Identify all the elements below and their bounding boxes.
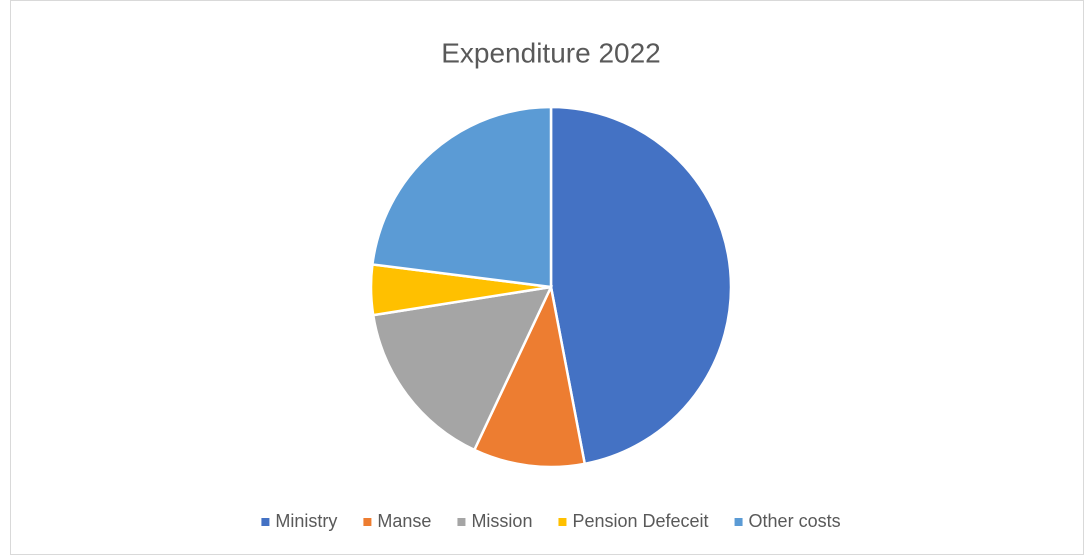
chart-title: Expenditure 2022 [441,37,661,68]
legend-swatch [558,518,567,526]
legend-label: Ministry [275,511,337,531]
legend-label: Mission [471,511,532,531]
pie-slice [371,285,554,452]
legend-label: Pension Defeceit [572,511,708,531]
legend-swatch [261,518,270,526]
legend-swatch [457,518,466,526]
legend-label: Other costs [749,511,841,531]
pie-slice [472,282,587,469]
legend-swatch [734,518,743,526]
pie-slice [549,105,733,466]
pie-slice [371,105,553,289]
legend-label: Manse [377,511,431,531]
legend-swatch [363,518,372,526]
